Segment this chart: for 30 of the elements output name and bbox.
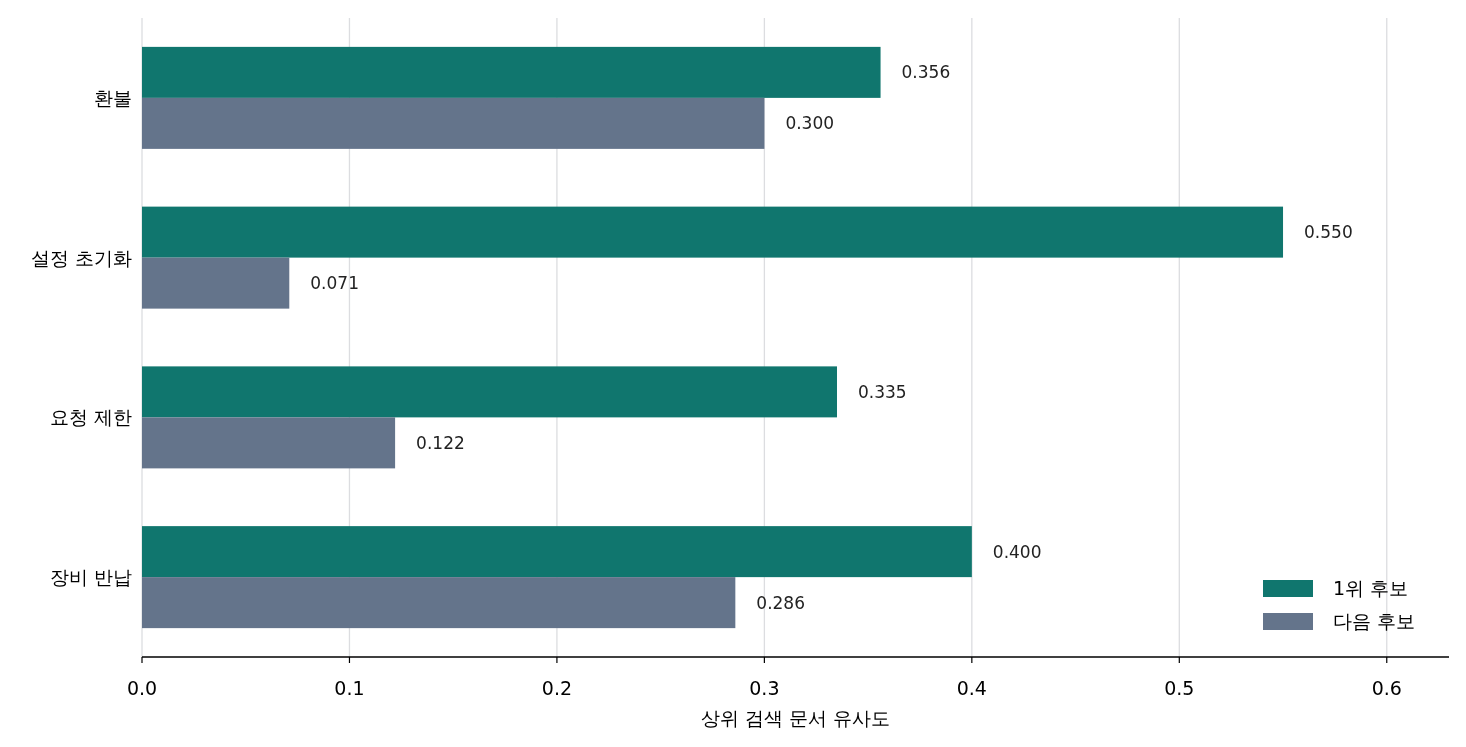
data-label: 0.122	[416, 432, 465, 453]
legend-label: 다음 후보	[1333, 610, 1416, 632]
y-tick-label: 설정 초기화	[30, 246, 132, 269]
x-tick-label: 0.0	[126, 677, 158, 699]
data-label: 0.286	[756, 592, 806, 613]
legend-label: 1위 후보	[1333, 577, 1409, 599]
bar	[142, 417, 396, 469]
x-tick-label: 0.2	[541, 677, 573, 699]
bar	[142, 46, 881, 98]
bar	[142, 257, 290, 309]
x-tick-label: 0.6	[1371, 677, 1402, 699]
bar	[142, 577, 736, 629]
bar	[142, 526, 972, 578]
x-axis-title: 상위 검색 문서 유사도	[700, 707, 891, 729]
y-tick-label: 환불	[94, 86, 132, 109]
bar	[142, 206, 1284, 258]
x-tick-label: 0.1	[334, 677, 365, 699]
x-tick-label: 0.4	[956, 677, 987, 699]
y-tick-label: 요청 제한	[49, 406, 132, 429]
bar	[142, 366, 837, 418]
data-label: 0.356	[901, 62, 951, 83]
data-label: 0.300	[785, 113, 835, 134]
data-label: 0.071	[310, 273, 359, 294]
x-tick-label: 0.3	[749, 677, 780, 699]
x-tick-label: 0.5	[1164, 677, 1195, 699]
y-tick-label: 장비 반납	[49, 566, 132, 589]
bar	[142, 97, 765, 149]
data-label: 0.550	[1304, 222, 1353, 243]
data-label: 0.400	[992, 541, 1042, 562]
data-label: 0.335	[857, 381, 907, 402]
